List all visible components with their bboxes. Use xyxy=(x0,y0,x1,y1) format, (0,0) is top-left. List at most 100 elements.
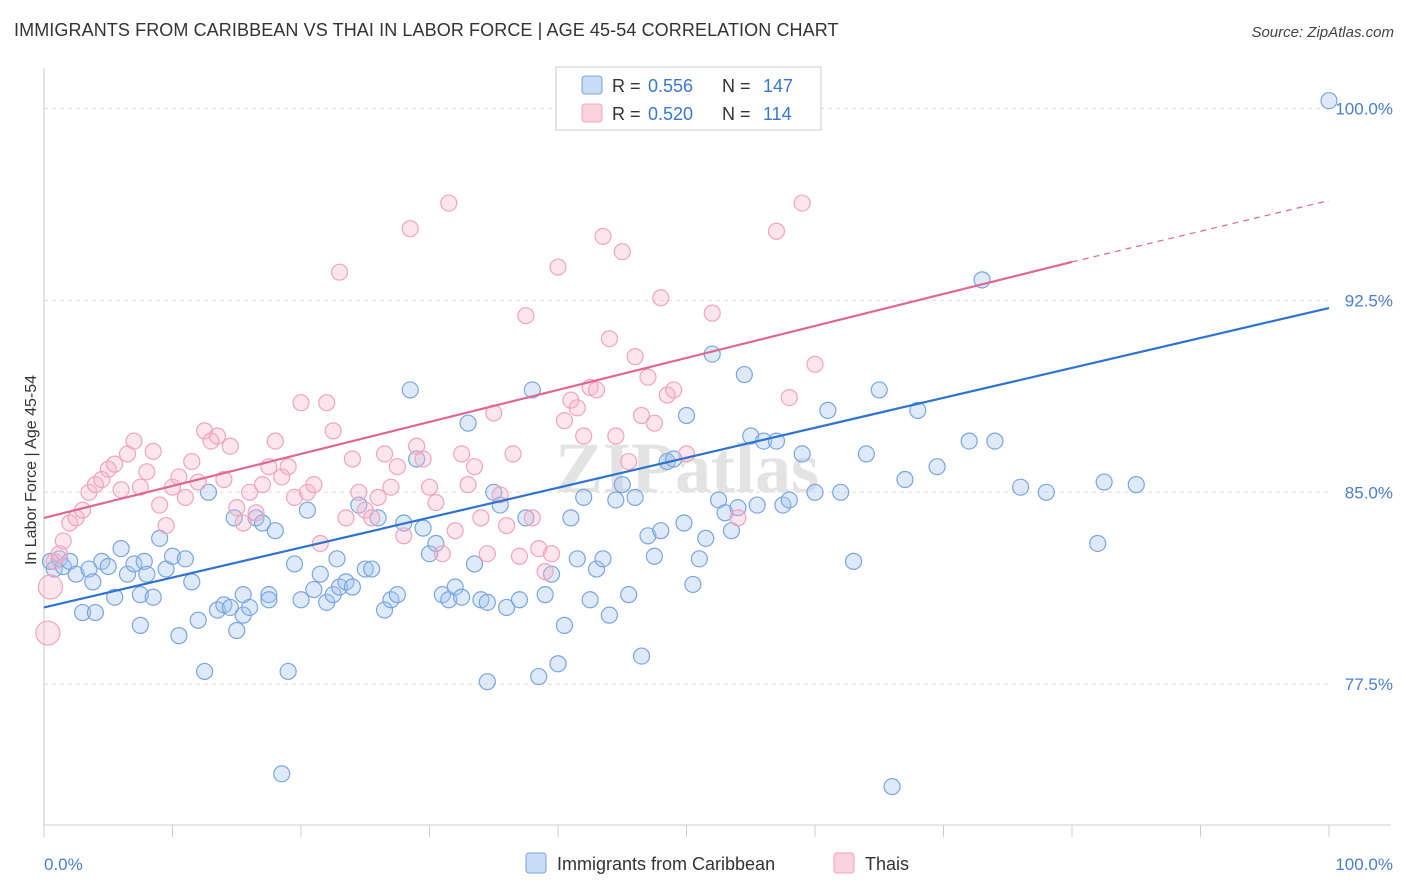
thais-point-62 xyxy=(427,493,445,512)
thais-point-63 xyxy=(433,545,451,563)
thais-point-43 xyxy=(305,476,323,494)
legend-r-label-1: R = xyxy=(612,76,641,96)
caribbean-point-27 xyxy=(189,611,207,629)
legend-r-label-2: R = xyxy=(612,104,641,124)
caribbean-point-44 xyxy=(279,662,297,681)
caribbean-point-28 xyxy=(196,662,214,681)
caribbean-point-19 xyxy=(138,565,156,583)
thais-point-65 xyxy=(446,522,464,540)
caribbean-point-103 xyxy=(652,522,670,540)
thais-point-77 xyxy=(523,509,541,527)
series-thais-points xyxy=(35,194,824,646)
thais-point-45 xyxy=(318,394,336,412)
thais-point-15 xyxy=(125,432,143,450)
thais-point-105 xyxy=(793,194,811,212)
thais-point-88 xyxy=(594,227,612,245)
caribbean-point-111 xyxy=(703,345,721,363)
thais-point-10 xyxy=(93,470,111,489)
caribbean-point-134 xyxy=(960,432,978,450)
caribbean-point-88 xyxy=(555,616,574,634)
y-tick-labels: 77.5% 85.0% 92.5% 100.0% xyxy=(1335,99,1393,694)
thais-point-31 xyxy=(228,499,246,517)
x-tick-label-0: 0.0% xyxy=(44,855,83,874)
thais-point-37 xyxy=(266,432,284,450)
thais-point-35 xyxy=(253,476,272,494)
caribbean-point-92 xyxy=(581,591,599,609)
thais-point-78 xyxy=(530,539,548,558)
legend-r-value-1: 0.556 xyxy=(648,76,693,96)
caribbean-point-17 xyxy=(131,616,149,634)
caribbean-point-37 xyxy=(241,598,259,617)
caribbean-point-109 xyxy=(690,550,708,568)
legend-n-label-1: N = xyxy=(722,76,751,96)
caribbean-point-6 xyxy=(73,603,92,622)
caribbean-point-132 xyxy=(909,401,927,419)
thais-point-58 xyxy=(401,220,419,238)
caribbean-point-125 xyxy=(819,401,837,419)
caribbean-point-46 xyxy=(292,591,310,609)
chart-title: IMMIGRANTS FROM CARIBBEAN VS THAI IN LAB… xyxy=(14,20,839,40)
thais-point-106 xyxy=(806,355,824,373)
caribbean-point-76 xyxy=(478,593,496,611)
thais-point-55 xyxy=(382,478,400,496)
thais-point-50 xyxy=(350,483,368,501)
thais-point-90 xyxy=(607,427,625,445)
thais-point-81 xyxy=(549,258,567,276)
thais-point-29 xyxy=(215,470,233,489)
y-tick-label-0: 77.5% xyxy=(1345,675,1393,694)
caribbean-point-128 xyxy=(857,445,876,463)
caribbean-point-25 xyxy=(176,550,194,568)
legend-top: R = 0.556 N = 147 R = 0.520 N = 114 xyxy=(555,66,822,131)
thais-point-17 xyxy=(138,463,156,481)
caribbean-point-12 xyxy=(106,588,124,606)
legend-bottom: Immigrants from Caribbean Thais xyxy=(525,852,909,874)
thais-point-13 xyxy=(112,481,130,499)
caribbean-point-64 xyxy=(401,381,419,399)
thais-point-57 xyxy=(395,527,413,545)
caribbean-point-42 xyxy=(266,522,284,540)
axes xyxy=(43,68,1391,837)
thais-point-75 xyxy=(510,547,529,565)
caribbean-point-107 xyxy=(677,406,696,425)
thais-point-97 xyxy=(652,289,670,307)
caribbean-point-83 xyxy=(523,381,541,399)
caribbean-point-122 xyxy=(780,491,798,509)
caribbean-point-115 xyxy=(729,499,747,517)
thais-point-67 xyxy=(459,476,477,494)
caribbean-point-124 xyxy=(806,483,824,501)
thais-point-85 xyxy=(575,427,593,445)
thais-point-49 xyxy=(343,450,361,468)
legend-bottom-label-1: Immigrants from Caribbean xyxy=(557,854,775,874)
thais-point-19 xyxy=(151,496,169,514)
caribbean-point-138 xyxy=(1037,483,1055,501)
thais-point-76 xyxy=(517,307,535,325)
thais-point-24 xyxy=(183,452,201,471)
thais-point-18 xyxy=(144,442,162,460)
caribbean-point-24 xyxy=(170,627,188,645)
thais-point-61 xyxy=(420,478,439,496)
caribbean-point-41 xyxy=(260,591,278,609)
y-axis-label: In Labor Force | Age 45-54 xyxy=(23,375,40,565)
caribbean-point-43 xyxy=(273,765,291,783)
caribbean-point-93 xyxy=(587,560,606,578)
caribbean-point-118 xyxy=(748,496,766,514)
thais-point-12 xyxy=(106,455,124,473)
thais-point-38 xyxy=(273,468,291,486)
caribbean-point-66 xyxy=(414,519,432,537)
thais-point-68 xyxy=(465,458,484,476)
thais-point-89 xyxy=(600,330,619,348)
caribbean-point-87 xyxy=(549,655,567,673)
trend-line-thais-extension xyxy=(1071,199,1330,263)
thais-point-48 xyxy=(337,509,355,527)
thais-point-95 xyxy=(639,368,657,386)
caribbean-point-67 xyxy=(420,545,439,563)
legend-bottom-label-2: Thais xyxy=(865,854,909,874)
thais-point-4 xyxy=(54,532,72,550)
caribbean-point-99 xyxy=(626,488,644,507)
caribbean-point-59 xyxy=(369,509,387,527)
thais-point-84 xyxy=(568,399,586,417)
caribbean-point-65 xyxy=(408,450,426,468)
caribbean-point-29 xyxy=(199,483,218,501)
caribbean-point-89 xyxy=(562,509,580,527)
caribbean-point-80 xyxy=(498,598,516,617)
